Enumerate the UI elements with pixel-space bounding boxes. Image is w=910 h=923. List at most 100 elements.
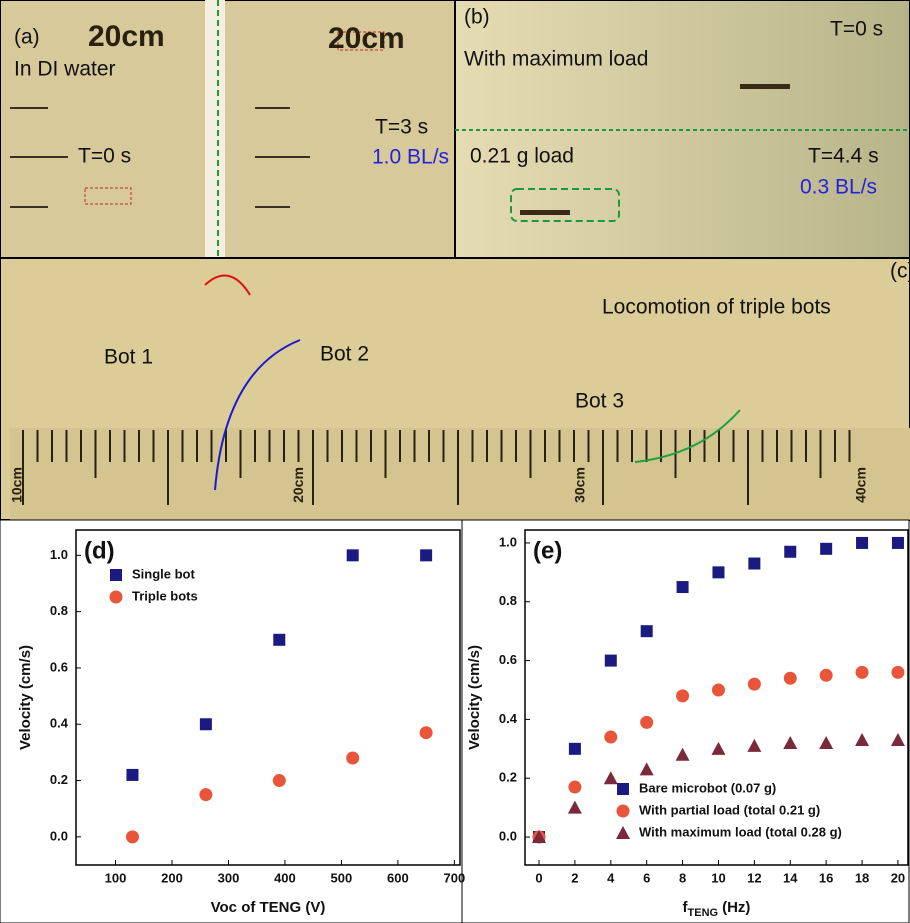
marker <box>346 549 359 562</box>
bot-outline <box>510 188 620 222</box>
caption: In DI water <box>14 58 116 81</box>
ruler-marks <box>10 107 310 208</box>
legend-label: With maximum load (total 0.28 g) <box>639 824 842 839</box>
y-tick-label: 0.6 <box>499 652 517 667</box>
y-axis-title: Velocity (cm/s) <box>17 645 34 750</box>
marker <box>855 733 870 746</box>
marker <box>419 726 433 740</box>
legend-marker <box>616 804 630 818</box>
caption: With maximum load <box>464 48 648 71</box>
photo-a <box>0 0 456 259</box>
arrow <box>214 339 301 491</box>
panel-label: (d) <box>84 537 115 564</box>
legend-label: Bare microbot (0.07 g) <box>639 780 776 795</box>
bot-label: Bot 2 <box>320 343 369 366</box>
panel-label: (c) <box>890 260 910 283</box>
speed-label: 0.3 BL/s <box>800 176 877 199</box>
marker <box>856 536 869 549</box>
marker <box>603 771 618 785</box>
x-tick-label: 300 <box>218 870 240 885</box>
marker <box>675 747 690 761</box>
y-tick-label: 0.8 <box>499 593 517 608</box>
marker <box>125 830 139 844</box>
plot-area <box>524 529 909 866</box>
legend-label: Single bot <box>132 566 196 581</box>
legend-marker <box>109 590 123 604</box>
x-tick-label: 4 <box>607 870 615 885</box>
bot-outline <box>84 187 132 205</box>
arrow <box>204 274 251 296</box>
caption: Locomotion of triple bots <box>602 296 831 319</box>
marker <box>712 566 725 579</box>
marker <box>747 677 761 691</box>
panel-label: (a) <box>14 26 40 49</box>
time-label: T=0 s <box>78 145 131 168</box>
y-tick-label: 0.0 <box>50 828 68 843</box>
legend-label: Triple bots <box>132 588 198 603</box>
marker <box>604 654 617 667</box>
marker <box>784 545 797 558</box>
time-label: T=0 s <box>830 18 883 41</box>
marker <box>783 735 798 749</box>
x-axis-title: Voc of TENG (V) <box>211 899 326 916</box>
x-tick-label: 20 <box>891 870 905 885</box>
x-axis-title: fTENG (Hz) <box>683 899 751 919</box>
marker <box>819 735 834 749</box>
time-label: T=3 s <box>375 116 428 139</box>
ruler-label: 10cm <box>9 467 25 503</box>
x-tick-label: 6 <box>643 870 650 885</box>
marker <box>676 581 689 594</box>
plot-area <box>75 529 461 866</box>
marker <box>346 751 360 765</box>
marker <box>531 830 546 844</box>
y-tick-label: 1.0 <box>50 547 68 562</box>
x-tick-label: 600 <box>387 870 409 885</box>
marker <box>711 741 726 755</box>
y-tick-label: 0.8 <box>50 603 68 618</box>
ruler-label: 20cm <box>88 20 165 53</box>
marker <box>640 715 654 729</box>
y-tick-label: 0.4 <box>499 711 518 726</box>
marker <box>748 557 761 570</box>
x-tick-label: 14 <box>783 870 798 885</box>
y-tick-label: 0.2 <box>50 772 68 787</box>
x-tick-label: 12 <box>747 870 761 885</box>
chart-panel <box>0 519 463 923</box>
marker <box>890 733 905 746</box>
marker <box>199 718 212 731</box>
marker <box>891 665 905 679</box>
y-tick-label: 0.2 <box>499 770 517 785</box>
y-tick-label: 1.0 <box>499 534 517 549</box>
panel-label: (e) <box>533 537 562 564</box>
ruler-label: 30cm <box>571 467 587 503</box>
bot-label: Bot 1 <box>104 346 153 369</box>
chart-panel <box>461 519 910 923</box>
marker <box>420 549 433 562</box>
marker <box>891 536 904 549</box>
bot-label: Bot 3 <box>575 390 624 413</box>
ruler-label: 20cm <box>290 467 306 503</box>
ruler-label: 20cm <box>328 22 405 55</box>
marker <box>567 800 582 814</box>
bot <box>520 210 570 215</box>
x-tick-label: 18 <box>855 870 869 885</box>
ruler-ticks <box>22 430 851 505</box>
time-label: T=4.4 s <box>808 145 879 168</box>
marker <box>272 774 286 788</box>
x-tick-label: 500 <box>331 870 353 885</box>
y-tick-label: 0.6 <box>50 659 68 674</box>
marker <box>640 625 653 638</box>
legend-marker <box>110 569 122 581</box>
arrow <box>634 409 741 463</box>
marker <box>819 668 833 682</box>
x-tick-label: 0 <box>535 870 542 885</box>
panel-label: (b) <box>464 6 490 29</box>
x-axis-title-sub: TENG <box>688 907 719 919</box>
marker <box>676 689 690 703</box>
ruler <box>10 428 910 520</box>
marker <box>568 780 582 794</box>
x-tick-label: 2 <box>571 870 578 885</box>
photo-divider <box>205 0 225 258</box>
